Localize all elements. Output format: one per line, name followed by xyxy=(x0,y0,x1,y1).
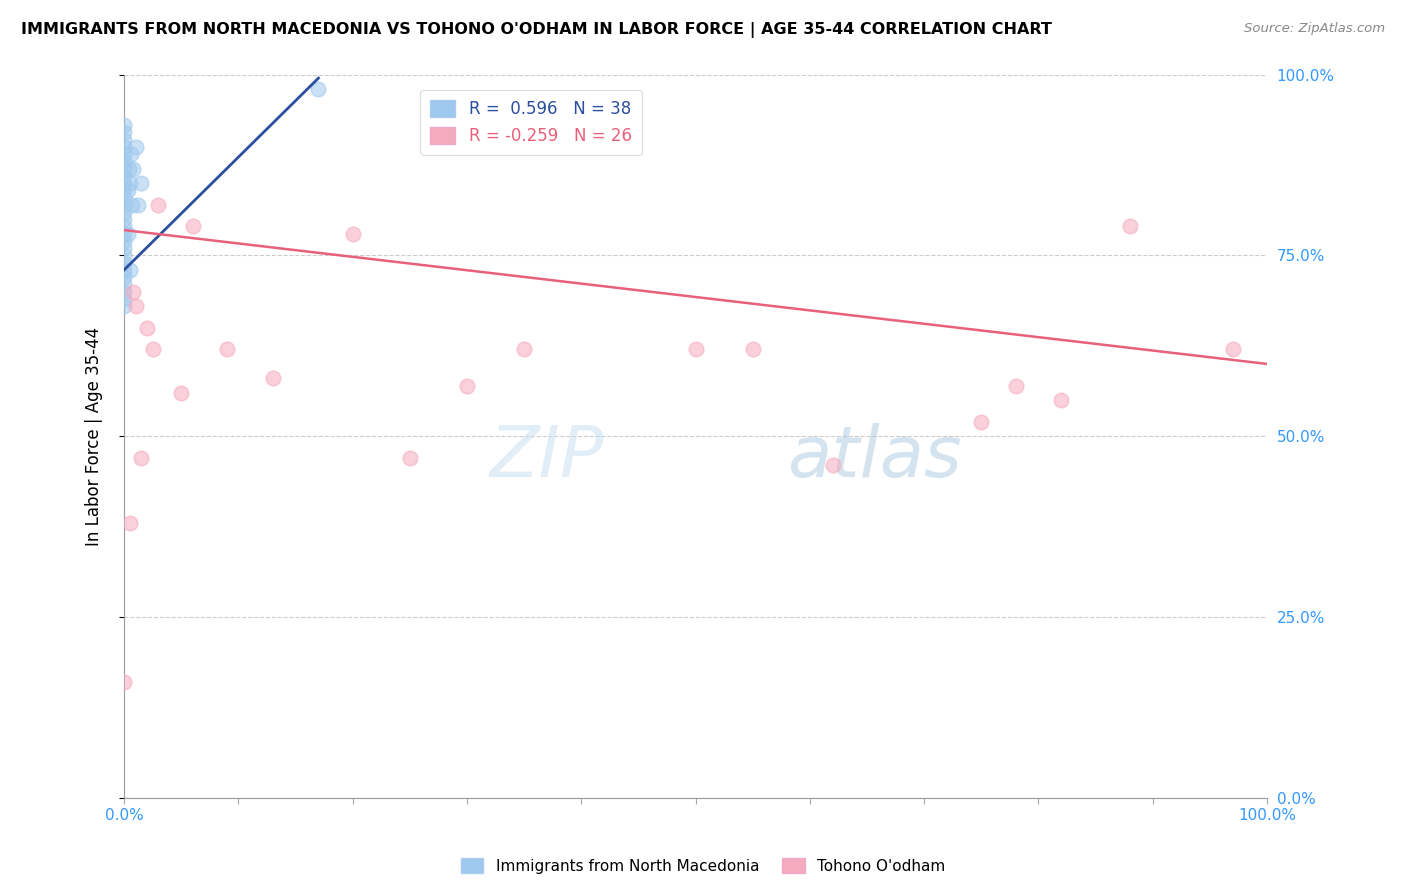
Point xyxy=(118,516,141,530)
Point xyxy=(112,147,135,161)
Point xyxy=(118,263,141,277)
Point xyxy=(112,133,135,147)
Point xyxy=(112,198,135,212)
Legend: Immigrants from North Macedonia, Tohono O'odham: Immigrants from North Macedonia, Tohono … xyxy=(454,852,952,880)
Point xyxy=(112,248,135,262)
Point xyxy=(1004,378,1026,392)
Point xyxy=(215,343,238,357)
Point xyxy=(148,198,170,212)
Point xyxy=(112,205,135,219)
Point xyxy=(112,299,135,313)
Point xyxy=(181,219,204,234)
Point xyxy=(970,415,993,429)
Point xyxy=(118,176,141,190)
Point xyxy=(112,263,135,277)
Point xyxy=(685,343,707,357)
Point xyxy=(513,343,536,357)
Text: Source: ZipAtlas.com: Source: ZipAtlas.com xyxy=(1244,22,1385,36)
Point xyxy=(307,82,329,96)
Point xyxy=(122,285,145,299)
Point xyxy=(112,285,135,299)
Point xyxy=(112,219,135,234)
Point xyxy=(112,118,135,132)
Point xyxy=(112,227,135,241)
Point xyxy=(142,343,165,357)
Point xyxy=(112,255,135,269)
Point xyxy=(121,198,143,212)
Point xyxy=(1222,343,1244,357)
Point xyxy=(112,234,135,248)
Point xyxy=(112,675,135,690)
Point xyxy=(112,176,135,190)
Point xyxy=(112,270,135,285)
Point xyxy=(112,125,135,139)
Point xyxy=(117,183,139,197)
Point xyxy=(741,343,763,357)
Point xyxy=(124,140,146,154)
Point xyxy=(112,183,135,197)
Point xyxy=(170,385,193,400)
Text: atlas: atlas xyxy=(787,424,962,492)
Point xyxy=(112,292,135,306)
Point xyxy=(112,169,135,183)
Point xyxy=(112,154,135,169)
Point xyxy=(112,241,135,255)
Point xyxy=(118,161,141,176)
Point xyxy=(129,450,152,465)
Point xyxy=(122,161,145,176)
Point xyxy=(117,227,139,241)
Text: IMMIGRANTS FROM NORTH MACEDONIA VS TOHONO O'ODHAM IN LABOR FORCE | AGE 35-44 COR: IMMIGRANTS FROM NORTH MACEDONIA VS TOHON… xyxy=(21,22,1052,38)
Point xyxy=(1050,393,1073,408)
Point xyxy=(136,320,159,334)
Text: ZIP: ZIP xyxy=(489,424,605,492)
Legend: R =  0.596   N = 38, R = -0.259   N = 26: R = 0.596 N = 38, R = -0.259 N = 26 xyxy=(420,90,641,154)
Point xyxy=(112,277,135,292)
Point xyxy=(112,212,135,227)
Point xyxy=(1119,219,1142,234)
Point xyxy=(262,371,284,385)
Point xyxy=(342,227,364,241)
Point xyxy=(127,198,149,212)
Point xyxy=(821,458,844,473)
Point xyxy=(129,176,152,190)
Point xyxy=(112,161,135,176)
Point xyxy=(112,140,135,154)
Y-axis label: In Labor Force | Age 35-44: In Labor Force | Age 35-44 xyxy=(86,326,103,546)
Point xyxy=(112,190,135,204)
Point xyxy=(399,450,422,465)
Point xyxy=(124,299,146,313)
Point xyxy=(456,378,478,392)
Point xyxy=(120,147,142,161)
